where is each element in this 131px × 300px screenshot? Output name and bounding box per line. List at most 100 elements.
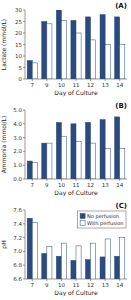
bar (71, 20, 76, 79)
bar (100, 120, 105, 179)
panel-label: (A) (115, 2, 127, 10)
bar (105, 239, 110, 279)
panel: 0.01.02.03.04.05.0791011121314Day of Cul… (0, 102, 127, 197)
bar (76, 142, 81, 179)
x-tick-label: 13 (102, 282, 109, 288)
legend-label: With perfusion (87, 220, 123, 227)
bar (91, 143, 96, 179)
legend-swatch (80, 221, 85, 226)
x-tick (46, 79, 47, 81)
y-tick-label: 7.4 (13, 221, 22, 227)
x-tick (119, 179, 120, 181)
bar (27, 61, 32, 79)
y-axis (25, 110, 26, 179)
bar (115, 256, 120, 279)
y-tick-label: 0.0 (13, 176, 22, 182)
x-tick-label: 11 (73, 282, 80, 288)
panel-label: (C) (115, 202, 127, 210)
x-tick (119, 279, 120, 281)
y-tick-label: 25 (15, 19, 22, 25)
bar (91, 40, 96, 79)
x-tick-label: 10 (58, 182, 65, 188)
bar (27, 161, 32, 179)
y-tick-label: 5.0 (13, 107, 22, 113)
x-tick-label: 11 (73, 82, 80, 88)
x-tick (105, 279, 106, 281)
panel: 051015202530791011121314Day of CultureLa… (0, 2, 127, 97)
bar (120, 238, 125, 279)
bar (32, 222, 37, 279)
bar (32, 63, 37, 79)
x-tick-label: 9 (45, 182, 49, 188)
bar (61, 243, 66, 279)
bar (76, 33, 81, 79)
bar (42, 253, 47, 279)
y-tick-label: 20 (15, 30, 22, 36)
x-tick (61, 279, 62, 281)
bar (71, 260, 76, 279)
x-tick-label: 9 (45, 282, 49, 288)
y-tick-label: 6.8 (13, 262, 22, 268)
bar (85, 260, 90, 279)
x-tick-label: 11 (73, 182, 80, 188)
bar (47, 247, 52, 279)
bar (76, 246, 81, 279)
y-tick-label: 6.6 (13, 276, 22, 282)
bar (27, 218, 32, 279)
bar (61, 136, 66, 179)
y-axis (25, 210, 26, 279)
bar (47, 143, 52, 179)
x-tick (105, 179, 106, 181)
x-tick (76, 179, 77, 181)
x-tick-label: 12 (87, 82, 94, 88)
y-tick-label: 5 (19, 65, 23, 71)
x-tick (76, 79, 77, 81)
x-tick-label: 10 (58, 282, 65, 288)
bar (115, 17, 120, 79)
x-axis-label: Day of Culture (54, 289, 98, 297)
bars (27, 10, 125, 79)
y-tick-label: 10 (15, 53, 22, 59)
panel-label: (B) (115, 102, 127, 110)
x-tick-label: 14 (116, 82, 123, 88)
bar (100, 257, 105, 279)
x-axis-label: Day of Culture (54, 89, 98, 97)
x-tick (61, 79, 62, 81)
bar (32, 162, 37, 179)
bars (27, 117, 125, 179)
bar (42, 22, 47, 80)
y-tick-label: 1.0 (13, 162, 22, 168)
x-tick (90, 279, 91, 281)
x-tick-label: 7 (31, 282, 35, 288)
bar (61, 20, 66, 79)
y-tick-label: 7.0 (13, 248, 22, 254)
y-tick-label: 15 (15, 42, 22, 48)
x-tick (90, 179, 91, 181)
x-tick-label: 10 (58, 82, 65, 88)
x-tick (32, 279, 33, 281)
panel: 6.66.87.07.27.47.6791011121314Day of Cul… (0, 202, 127, 300)
bar (71, 124, 76, 179)
bar (105, 149, 110, 179)
x-tick (105, 79, 106, 81)
bar (120, 45, 125, 80)
x-tick-label: 14 (116, 182, 123, 188)
x-tick (46, 179, 47, 181)
bar (100, 15, 105, 79)
bar (85, 17, 90, 79)
legend: No perfusionWith perfusion (78, 211, 126, 228)
legend-frame (78, 211, 126, 228)
legend-swatch (80, 214, 85, 219)
y-tick-label: 30 (15, 7, 22, 13)
x-tick-label: 14 (116, 282, 123, 288)
y-axis (25, 10, 26, 79)
x-tick-label: 13 (102, 182, 109, 188)
y-axis-label: pH (0, 240, 8, 248)
bar (120, 149, 125, 179)
x-tick (119, 79, 120, 81)
x-tick-label: 13 (102, 82, 109, 88)
x-tick-label: 9 (45, 82, 49, 88)
x-tick (61, 179, 62, 181)
x-tick (32, 79, 33, 81)
y-tick-label: 7.6 (13, 207, 22, 213)
